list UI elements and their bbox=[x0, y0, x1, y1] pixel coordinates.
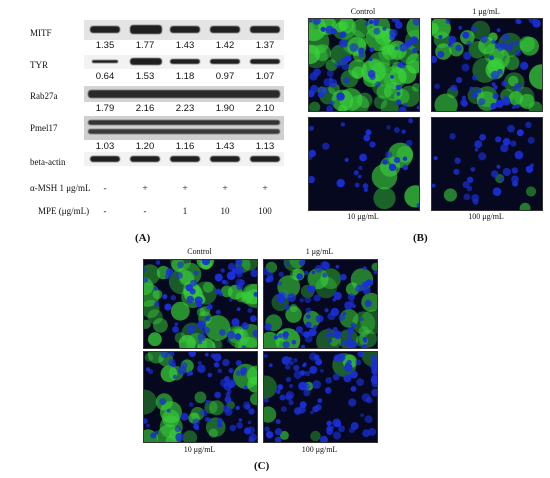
band bbox=[90, 26, 120, 33]
band bbox=[210, 26, 240, 33]
blot-strip-tyr bbox=[84, 55, 284, 69]
blot-strip-beta-actin bbox=[84, 152, 284, 166]
panel-b-title-control: Control bbox=[350, 7, 376, 16]
panel-b-title-10: 10 μg/mL bbox=[347, 212, 379, 221]
micrograph-b-10ug bbox=[308, 117, 420, 211]
band bbox=[92, 60, 118, 63]
micrograph-c-100ug bbox=[263, 351, 378, 443]
band bbox=[88, 120, 280, 125]
band bbox=[210, 156, 240, 162]
treatment-mpe-1: - bbox=[103, 206, 107, 216]
value-pmel17-4: 1.43 bbox=[215, 141, 235, 152]
treatment-amsh-4: + bbox=[222, 183, 228, 193]
value-pmel17-5: 1.13 bbox=[255, 141, 275, 152]
blot-strip-rab27a bbox=[84, 86, 284, 102]
treatment-mpe-3: 1 bbox=[182, 206, 188, 216]
panel-c-title-10: 10 μg/mL bbox=[183, 445, 216, 454]
blot-label-pmel17: Pmel17 bbox=[30, 123, 58, 133]
value-rab27a-2: 2.16 bbox=[135, 103, 155, 114]
blot-label-beta-actin: beta-actin bbox=[30, 157, 66, 167]
band bbox=[88, 129, 280, 134]
panel-label-c: (C) bbox=[254, 460, 270, 472]
treatment-label-mpe: MPE (μg/mL) bbox=[38, 206, 90, 216]
band bbox=[130, 25, 162, 34]
value-mitf-1: 1.35 bbox=[95, 40, 115, 51]
value-tyr-1: 0.64 bbox=[95, 71, 115, 82]
value-tyr-2: 1.53 bbox=[135, 71, 155, 82]
panel-c-title-100: 100 μg/mL bbox=[301, 445, 338, 454]
value-rab27a-4: 1.90 bbox=[215, 103, 235, 114]
value-rab27a-3: 2.23 bbox=[175, 103, 195, 114]
panel-label-b: (B) bbox=[413, 232, 428, 244]
value-rab27a-1: 1.79 bbox=[95, 103, 115, 114]
band bbox=[130, 156, 160, 162]
band bbox=[170, 59, 200, 64]
band bbox=[130, 58, 162, 65]
treatment-mpe-4: 10 bbox=[220, 206, 230, 216]
value-mitf-5: 1.37 bbox=[255, 40, 275, 51]
blot-strip-mitf bbox=[84, 20, 284, 40]
micrograph-b-100ug bbox=[431, 117, 543, 211]
panel-c-title-1: 1 μg/mL bbox=[305, 247, 334, 256]
blot-label-mitf: MITF bbox=[30, 28, 52, 38]
treatment-mpe-5: 100 bbox=[258, 206, 272, 216]
value-mitf-2: 1.77 bbox=[135, 40, 155, 51]
micrograph-c-control bbox=[143, 259, 258, 349]
value-pmel17-2: 1.20 bbox=[135, 141, 155, 152]
band bbox=[250, 59, 280, 64]
treatment-amsh-1: - bbox=[103, 183, 107, 193]
band bbox=[90, 156, 120, 162]
treatment-amsh-5: + bbox=[262, 183, 268, 193]
value-mitf-3: 1.43 bbox=[175, 40, 195, 51]
band bbox=[170, 156, 200, 162]
treatment-mpe-2: - bbox=[143, 206, 147, 216]
value-tyr-5: 1.07 bbox=[255, 71, 275, 82]
treatment-label-amsh: α-MSH 1 μg/mL bbox=[30, 183, 91, 193]
panel-b-title-1: 1 μg/mL bbox=[472, 7, 500, 16]
band bbox=[170, 26, 200, 33]
micrograph-c-10ug bbox=[143, 351, 258, 443]
panel-b-title-100: 100 μg/mL bbox=[468, 212, 504, 221]
band bbox=[88, 90, 280, 98]
micrograph-c-1ug bbox=[263, 259, 378, 349]
blot-label-rab27a: Rab27a bbox=[30, 91, 58, 101]
micrograph-b-1ug bbox=[431, 18, 543, 112]
value-pmel17-1: 1.03 bbox=[95, 141, 115, 152]
blot-label-tyr: TYR bbox=[30, 60, 48, 70]
band bbox=[250, 26, 280, 33]
value-tyr-3: 1.18 bbox=[175, 71, 195, 82]
band bbox=[250, 156, 280, 162]
treatment-amsh-3: + bbox=[182, 183, 188, 193]
micrograph-b-control bbox=[308, 18, 420, 112]
value-mitf-4: 1.42 bbox=[215, 40, 235, 51]
blot-strip-pmel17 bbox=[84, 116, 284, 140]
value-pmel17-3: 1.16 bbox=[175, 141, 195, 152]
panel-c-title-control: Control bbox=[187, 247, 212, 256]
treatment-amsh-2: + bbox=[142, 183, 148, 193]
band bbox=[210, 59, 240, 64]
value-tyr-4: 0.97 bbox=[215, 71, 235, 82]
value-rab27a-5: 2.10 bbox=[255, 103, 275, 114]
panel-label-a: (A) bbox=[135, 232, 151, 244]
